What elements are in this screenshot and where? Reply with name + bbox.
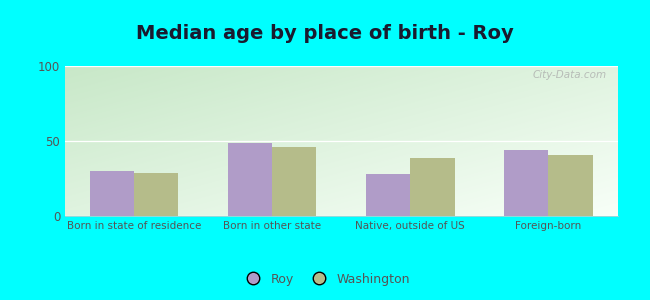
Text: Median age by place of birth - Roy: Median age by place of birth - Roy (136, 24, 514, 43)
Bar (410, 158, 454, 216)
Bar (90, 171, 134, 216)
Bar (366, 174, 410, 216)
Bar (504, 150, 549, 216)
Text: City-Data.com: City-Data.com (532, 70, 606, 80)
Legend: Roy, Washington: Roy, Washington (235, 268, 415, 291)
Bar (272, 147, 317, 216)
Bar (228, 142, 272, 216)
Bar (134, 172, 178, 216)
Bar (549, 154, 593, 216)
